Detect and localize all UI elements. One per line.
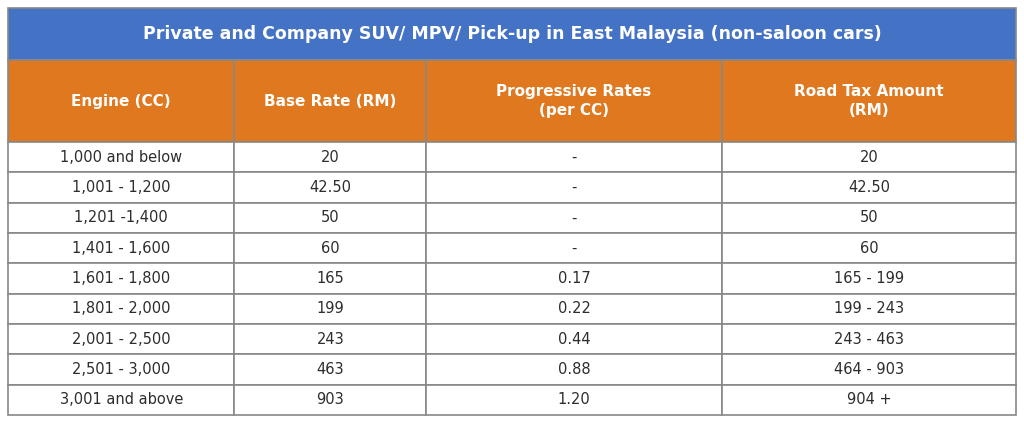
Text: 20: 20 [321,150,340,165]
Bar [426,233,722,264]
Text: 2,501 - 3,000: 2,501 - 3,000 [72,362,170,377]
Text: 50: 50 [322,210,340,225]
Bar [8,294,234,324]
Text: 60: 60 [322,241,340,255]
Text: -: - [571,210,577,225]
Text: 50: 50 [859,210,879,225]
Bar [234,203,426,233]
Text: 1,201 -1,400: 1,201 -1,400 [75,210,168,225]
Text: 243 - 463: 243 - 463 [834,332,904,347]
Bar [722,294,1016,324]
Bar [234,264,426,294]
Bar [8,172,234,203]
Bar [722,354,1016,385]
Text: 1,000 and below: 1,000 and below [60,150,182,165]
Bar [8,142,234,172]
Text: 42.50: 42.50 [848,180,890,195]
Text: Engine (CC): Engine (CC) [72,93,171,109]
Bar [722,203,1016,233]
Text: -: - [571,241,577,255]
Bar [426,324,722,354]
Bar [426,142,722,172]
Text: 199 - 243: 199 - 243 [834,301,904,316]
Text: 1.20: 1.20 [558,393,591,407]
Bar [426,264,722,294]
Text: 903: 903 [316,393,344,407]
Text: 3,001 and above: 3,001 and above [59,393,183,407]
Bar [8,233,234,264]
Text: 60: 60 [859,241,879,255]
Bar [234,324,426,354]
Bar [426,203,722,233]
Text: 199: 199 [316,301,344,316]
Bar [234,233,426,264]
Bar [426,354,722,385]
Bar [8,8,1016,60]
Text: 165 - 199: 165 - 199 [834,271,904,286]
Text: 1,401 - 1,600: 1,401 - 1,600 [72,241,170,255]
Text: Private and Company SUV/ MPV/ Pick-up in East Malaysia (non-saloon cars): Private and Company SUV/ MPV/ Pick-up in… [142,25,882,43]
Text: 0.44: 0.44 [558,332,590,347]
Text: 904 +: 904 + [847,393,891,407]
Text: 20: 20 [859,150,879,165]
Text: Road Tax Amount
(RM): Road Tax Amount (RM) [794,84,944,118]
Bar [722,142,1016,172]
Bar [234,142,426,172]
Text: 0.88: 0.88 [558,362,590,377]
Bar [234,385,426,415]
Bar [722,60,1016,142]
Bar [426,60,722,142]
Bar [722,172,1016,203]
Bar [8,264,234,294]
Bar [722,324,1016,354]
Bar [8,385,234,415]
Text: Progressive Rates
(per CC): Progressive Rates (per CC) [497,84,651,118]
Bar [426,385,722,415]
Bar [722,264,1016,294]
Text: 1,001 - 1,200: 1,001 - 1,200 [72,180,170,195]
Bar [8,354,234,385]
Text: -: - [571,150,577,165]
Bar [8,60,234,142]
Bar [234,60,426,142]
Text: 243: 243 [316,332,344,347]
Text: 1,801 - 2,000: 1,801 - 2,000 [72,301,170,316]
Bar [722,385,1016,415]
Bar [234,172,426,203]
Bar [722,233,1016,264]
Bar [426,294,722,324]
Bar [234,354,426,385]
Text: 463: 463 [316,362,344,377]
Text: 464 - 903: 464 - 903 [834,362,904,377]
Bar [8,203,234,233]
Text: Base Rate (RM): Base Rate (RM) [264,93,396,109]
Text: 2,001 - 2,500: 2,001 - 2,500 [72,332,171,347]
Text: -: - [571,180,577,195]
Text: 0.17: 0.17 [558,271,591,286]
Bar [426,172,722,203]
Text: 42.50: 42.50 [309,180,351,195]
Bar [8,324,234,354]
Text: 1,601 - 1,800: 1,601 - 1,800 [72,271,170,286]
Bar [234,294,426,324]
Text: 165: 165 [316,271,344,286]
Text: 0.22: 0.22 [558,301,591,316]
